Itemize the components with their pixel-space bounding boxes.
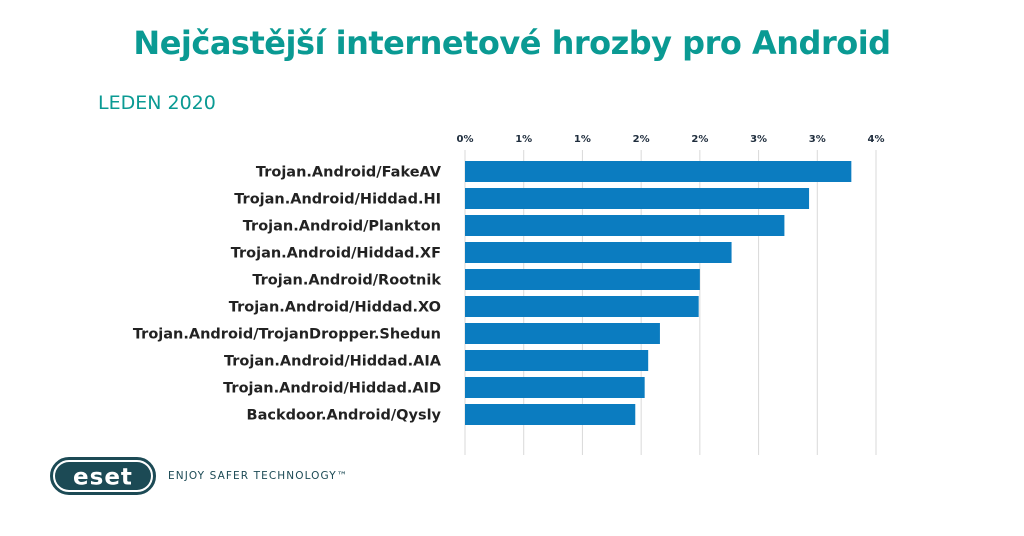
x-tick-label: 1% [515,134,532,145]
brand-tagline: ENJOY SAFER TECHNOLOGY™ [168,470,349,482]
eset-logo: eset [50,457,156,495]
category-label: Trojan.Android/Hiddad.AIA [224,354,442,370]
bars [465,161,852,425]
bar [465,215,785,236]
bar [465,377,645,398]
bar [465,350,649,371]
bar [465,323,660,344]
chart-subtitle: LEDEN 2020 [98,92,216,114]
bar [465,188,810,209]
category-label: Trojan.Android/FakeAV [256,165,442,181]
category-label: Trojan.Android/Hiddad.AID [223,381,441,397]
bar [465,161,852,182]
chart-title: Nejčastější internetové hrozby pro Andro… [133,24,891,62]
x-tick-label: 3% [809,134,826,145]
x-tick-label: 2% [633,134,650,145]
bar [465,242,732,263]
bar [465,296,699,317]
category-label: Trojan.Android/Hiddad.XF [231,246,441,262]
x-tick-label: 4% [868,134,885,145]
x-axis-tick-labels: 0% 1% 1% 2% 2% 3% 3% 4% [457,134,885,145]
x-tick-label: 3% [750,134,767,145]
x-tick-label: 2% [691,134,708,145]
bar [465,269,700,290]
category-label: Trojan.Android/Rootnik [252,273,441,289]
x-tick-label: 0% [457,134,474,145]
category-label: Trojan.Android/Plankton [243,219,441,235]
category-label: Trojan.Android/TrojanDropper.Shedun [133,327,441,343]
category-labels: Trojan.Android/FakeAV Trojan.Android/Hidd… [133,165,442,424]
bar [465,404,636,425]
category-label: Trojan.Android/Hiddad.HI [234,192,441,208]
x-tick-label: 1% [574,134,591,145]
svg-text:eset: eset [73,465,133,491]
category-label: Trojan.Android/Hiddad.XO [229,300,441,316]
category-label: Backdoor.Android/Qysly [247,408,442,424]
